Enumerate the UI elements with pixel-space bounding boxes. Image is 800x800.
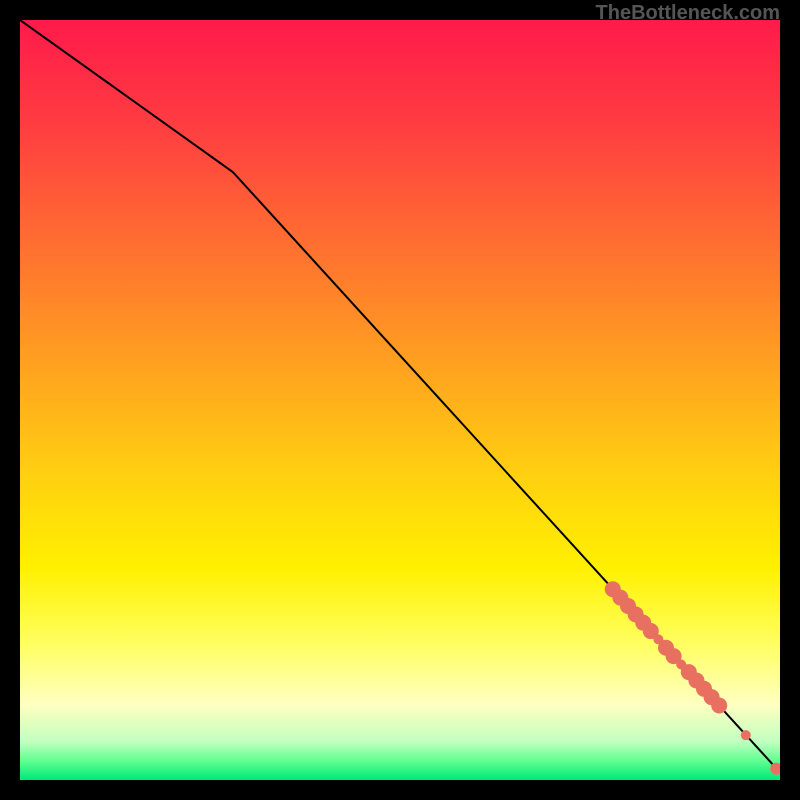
chart-svg — [20, 20, 780, 780]
chart-container — [20, 20, 780, 780]
chart-background — [20, 20, 780, 780]
data-marker — [711, 698, 727, 714]
data-marker — [741, 730, 751, 740]
